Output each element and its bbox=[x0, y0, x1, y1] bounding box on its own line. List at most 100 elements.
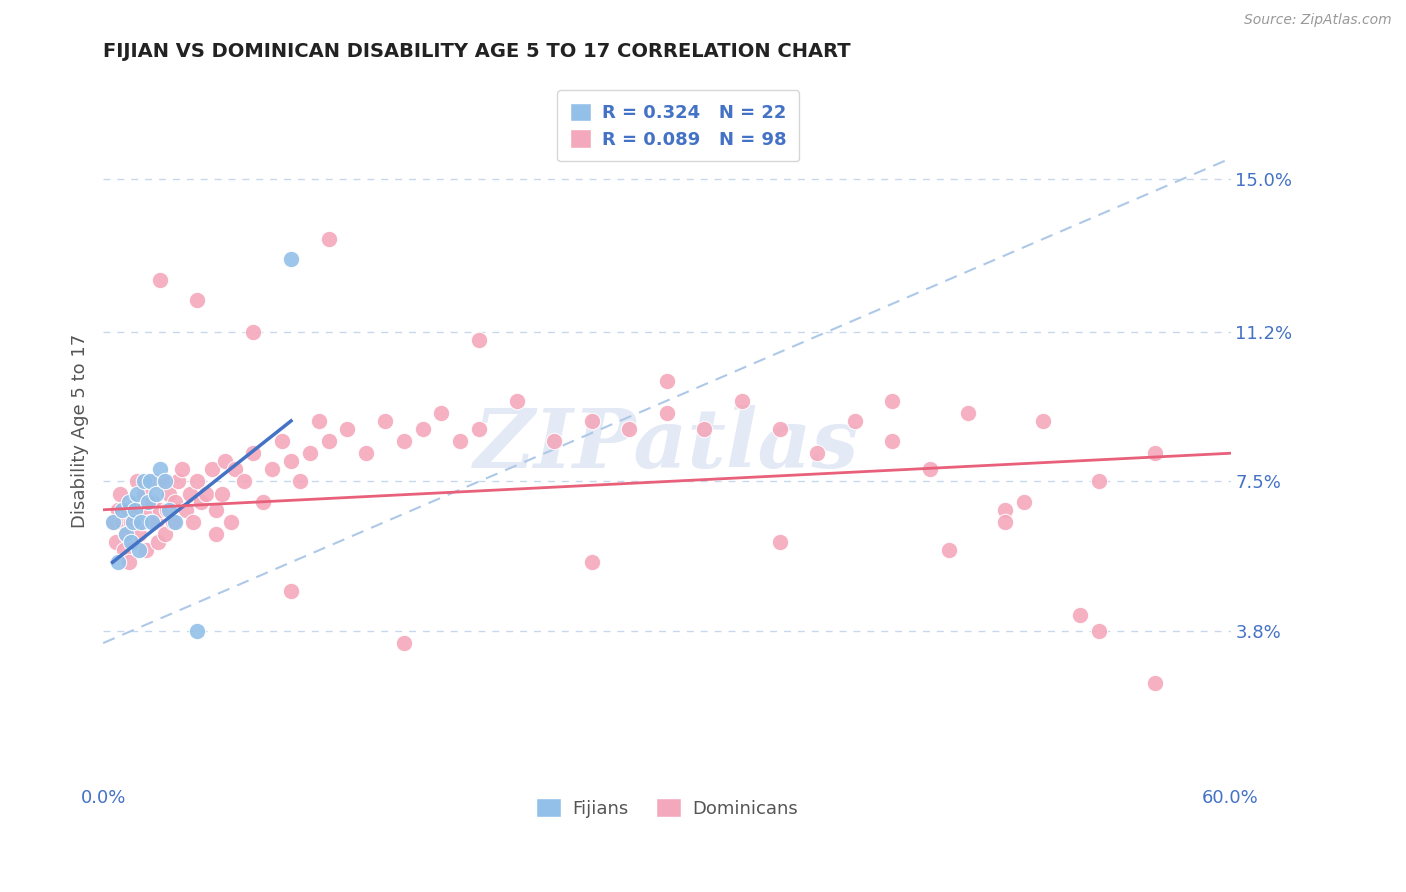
Point bbox=[134, 475, 156, 489]
Point bbox=[882, 393, 904, 408]
Point bbox=[118, 555, 141, 569]
Point bbox=[122, 535, 145, 549]
Point bbox=[120, 535, 142, 549]
Point bbox=[118, 494, 141, 508]
Point bbox=[374, 414, 396, 428]
Point bbox=[994, 502, 1017, 516]
Point bbox=[806, 446, 828, 460]
Point bbox=[141, 494, 163, 508]
Legend: Fijians, Dominicans: Fijians, Dominicans bbox=[529, 791, 804, 825]
Point bbox=[1088, 475, 1111, 489]
Point bbox=[354, 446, 377, 460]
Point bbox=[146, 535, 169, 549]
Point bbox=[1088, 624, 1111, 638]
Point bbox=[655, 406, 678, 420]
Point bbox=[148, 462, 170, 476]
Point bbox=[844, 414, 866, 428]
Point bbox=[280, 583, 302, 598]
Point bbox=[163, 515, 186, 529]
Point bbox=[145, 515, 167, 529]
Point bbox=[280, 454, 302, 468]
Point bbox=[994, 515, 1017, 529]
Point bbox=[124, 502, 146, 516]
Point bbox=[1032, 414, 1054, 428]
Point bbox=[120, 515, 142, 529]
Point bbox=[179, 486, 201, 500]
Point bbox=[242, 446, 264, 460]
Point bbox=[128, 527, 150, 541]
Y-axis label: Disability Age 5 to 17: Disability Age 5 to 17 bbox=[72, 334, 89, 528]
Point bbox=[157, 486, 180, 500]
Point bbox=[214, 454, 236, 468]
Point bbox=[731, 393, 754, 408]
Point bbox=[430, 406, 453, 420]
Point bbox=[135, 543, 157, 558]
Point bbox=[157, 502, 180, 516]
Point bbox=[108, 486, 131, 500]
Point bbox=[153, 475, 176, 489]
Point bbox=[318, 434, 340, 449]
Point bbox=[543, 434, 565, 449]
Point bbox=[145, 486, 167, 500]
Point bbox=[205, 502, 228, 516]
Point bbox=[125, 486, 148, 500]
Point bbox=[280, 252, 302, 267]
Point bbox=[201, 462, 224, 476]
Point bbox=[619, 422, 641, 436]
Point bbox=[655, 374, 678, 388]
Point bbox=[1144, 676, 1167, 690]
Point bbox=[141, 515, 163, 529]
Point bbox=[581, 414, 603, 428]
Point bbox=[581, 555, 603, 569]
Point bbox=[262, 462, 284, 476]
Point bbox=[242, 325, 264, 339]
Point bbox=[270, 434, 292, 449]
Point bbox=[114, 527, 136, 541]
Point bbox=[956, 406, 979, 420]
Point bbox=[122, 515, 145, 529]
Point bbox=[392, 434, 415, 449]
Point bbox=[183, 515, 205, 529]
Text: Source: ZipAtlas.com: Source: ZipAtlas.com bbox=[1244, 13, 1392, 28]
Point bbox=[693, 422, 716, 436]
Point bbox=[156, 502, 179, 516]
Point bbox=[107, 502, 129, 516]
Point bbox=[148, 272, 170, 286]
Point bbox=[167, 475, 190, 489]
Point bbox=[768, 422, 790, 436]
Point bbox=[252, 494, 274, 508]
Point bbox=[1069, 607, 1091, 622]
Point bbox=[211, 486, 233, 500]
Point bbox=[139, 515, 162, 529]
Point bbox=[219, 515, 242, 529]
Point bbox=[186, 293, 208, 307]
Point bbox=[768, 535, 790, 549]
Point bbox=[392, 636, 415, 650]
Point bbox=[190, 494, 212, 508]
Point bbox=[129, 515, 152, 529]
Point bbox=[148, 502, 170, 516]
Point bbox=[468, 422, 491, 436]
Point bbox=[174, 502, 197, 516]
Point bbox=[449, 434, 471, 449]
Point bbox=[163, 494, 186, 508]
Point bbox=[112, 543, 135, 558]
Point bbox=[186, 624, 208, 638]
Point bbox=[107, 555, 129, 569]
Point bbox=[136, 502, 159, 516]
Point bbox=[139, 475, 162, 489]
Point bbox=[136, 494, 159, 508]
Point bbox=[298, 446, 321, 460]
Point bbox=[1144, 446, 1167, 460]
Point bbox=[233, 475, 256, 489]
Text: ZIPatlas: ZIPatlas bbox=[474, 405, 859, 485]
Point bbox=[290, 475, 312, 489]
Text: FIJIAN VS DOMINICAN DISABILITY AGE 5 TO 17 CORRELATION CHART: FIJIAN VS DOMINICAN DISABILITY AGE 5 TO … bbox=[103, 42, 851, 61]
Point bbox=[336, 422, 359, 436]
Point bbox=[468, 333, 491, 347]
Point bbox=[111, 515, 134, 529]
Point bbox=[129, 494, 152, 508]
Point bbox=[117, 502, 139, 516]
Point bbox=[152, 475, 174, 489]
Point bbox=[131, 515, 153, 529]
